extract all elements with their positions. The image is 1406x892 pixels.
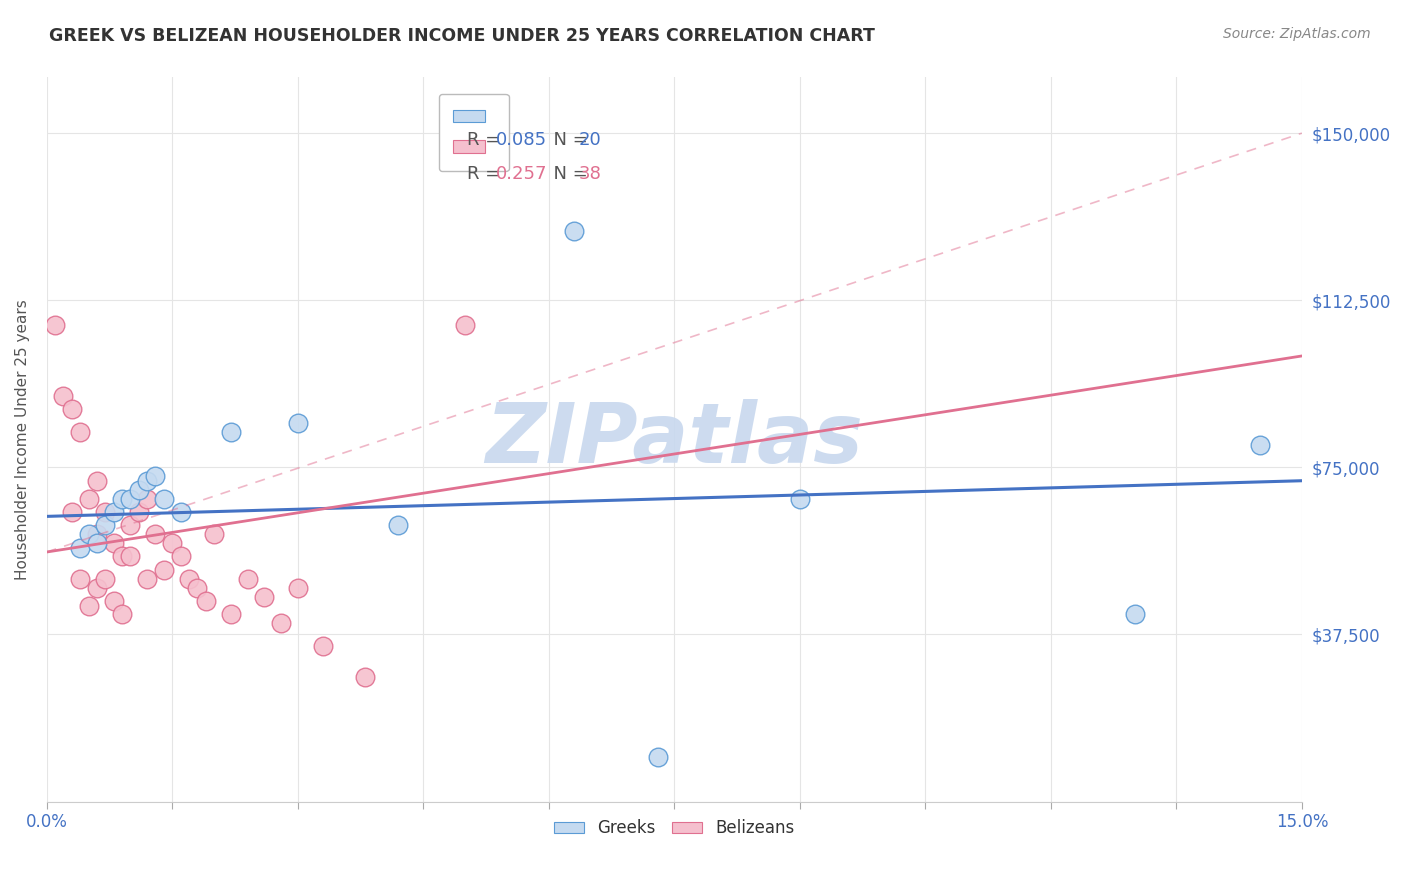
Point bbox=[94, 505, 117, 519]
Point bbox=[253, 590, 276, 604]
Point bbox=[111, 491, 134, 506]
Point bbox=[86, 474, 108, 488]
Point bbox=[145, 527, 167, 541]
Point bbox=[120, 491, 142, 506]
Point bbox=[647, 750, 669, 764]
Point bbox=[1123, 607, 1146, 622]
Point bbox=[69, 572, 91, 586]
Point bbox=[219, 425, 242, 439]
Point bbox=[52, 389, 75, 403]
Point bbox=[169, 549, 191, 564]
Text: 0.085: 0.085 bbox=[496, 131, 547, 150]
Point bbox=[177, 572, 200, 586]
Point bbox=[136, 474, 159, 488]
Point bbox=[270, 616, 292, 631]
Point bbox=[86, 581, 108, 595]
Point bbox=[77, 527, 100, 541]
Point bbox=[77, 599, 100, 613]
Point bbox=[94, 518, 117, 533]
Point bbox=[194, 594, 217, 608]
Point bbox=[111, 607, 134, 622]
Point bbox=[454, 318, 477, 332]
Text: 38: 38 bbox=[579, 165, 602, 183]
Point bbox=[160, 536, 183, 550]
Point bbox=[287, 581, 309, 595]
Text: Source: ZipAtlas.com: Source: ZipAtlas.com bbox=[1223, 27, 1371, 41]
Point bbox=[103, 594, 125, 608]
Text: 20: 20 bbox=[579, 131, 602, 150]
Point bbox=[86, 527, 108, 541]
Legend: Greeks, Belizeans: Greeks, Belizeans bbox=[547, 813, 801, 844]
Point bbox=[86, 536, 108, 550]
Point bbox=[136, 572, 159, 586]
Text: 0.257: 0.257 bbox=[496, 165, 547, 183]
Point bbox=[44, 318, 66, 332]
Point bbox=[153, 491, 176, 506]
Point bbox=[136, 491, 159, 506]
Point bbox=[77, 491, 100, 506]
Point bbox=[202, 527, 225, 541]
Point bbox=[69, 425, 91, 439]
Point bbox=[120, 549, 142, 564]
Point bbox=[169, 505, 191, 519]
Point bbox=[1249, 438, 1271, 452]
Point bbox=[128, 483, 150, 497]
Text: R =: R = bbox=[467, 131, 506, 150]
Text: ZIPatlas: ZIPatlas bbox=[485, 399, 863, 480]
Text: GREEK VS BELIZEAN HOUSEHOLDER INCOME UNDER 25 YEARS CORRELATION CHART: GREEK VS BELIZEAN HOUSEHOLDER INCOME UND… bbox=[49, 27, 875, 45]
Point bbox=[120, 518, 142, 533]
Point bbox=[111, 549, 134, 564]
Text: N =: N = bbox=[543, 131, 593, 150]
Point bbox=[562, 224, 585, 238]
Point bbox=[103, 536, 125, 550]
Point bbox=[103, 505, 125, 519]
Point bbox=[128, 505, 150, 519]
Point bbox=[60, 402, 83, 417]
Point bbox=[387, 518, 409, 533]
Point bbox=[789, 491, 811, 506]
Text: N =: N = bbox=[543, 165, 593, 183]
Point bbox=[219, 607, 242, 622]
Point bbox=[312, 639, 335, 653]
Point bbox=[236, 572, 259, 586]
Point bbox=[69, 541, 91, 555]
Point bbox=[353, 670, 375, 684]
Point bbox=[145, 469, 167, 483]
Point bbox=[186, 581, 208, 595]
Point bbox=[60, 505, 83, 519]
Point bbox=[287, 416, 309, 430]
Point bbox=[153, 563, 176, 577]
Point bbox=[94, 572, 117, 586]
Y-axis label: Householder Income Under 25 years: Householder Income Under 25 years bbox=[15, 299, 30, 580]
Text: R =: R = bbox=[467, 165, 506, 183]
